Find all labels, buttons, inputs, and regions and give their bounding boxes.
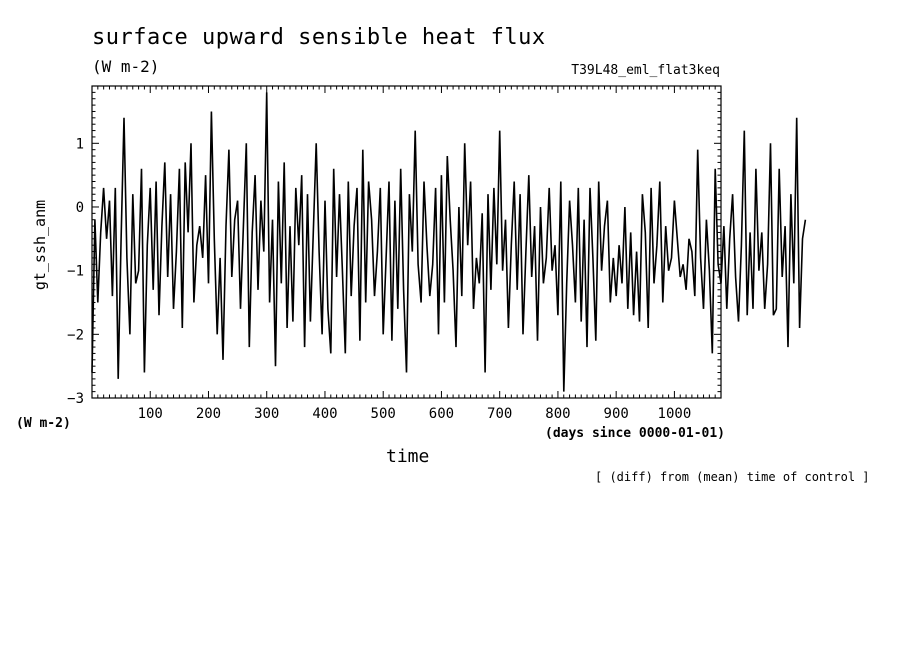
- x-units-label: (days since 0000-01-01): [545, 426, 726, 441]
- y-tick-label: −3: [67, 391, 84, 407]
- x-tick-label: 300: [254, 406, 279, 422]
- x-tick-label: 1000: [658, 406, 692, 422]
- y-tick-label: 1: [76, 136, 84, 152]
- chart-units: (W m-2): [92, 57, 160, 76]
- series-line: [91, 92, 807, 392]
- y-tick-label: 0: [76, 200, 84, 216]
- x-tick-label: 600: [429, 406, 454, 422]
- y-tick-label: −2: [67, 327, 84, 343]
- x-tick-label: 500: [371, 406, 396, 422]
- chart-title: surface upward sensible heat flux: [92, 25, 546, 50]
- x-tick-label: 700: [487, 406, 512, 422]
- y-units-label: (W m-2): [16, 416, 71, 431]
- x-tick-label: 100: [138, 406, 163, 422]
- x-tick-label: 900: [604, 406, 629, 422]
- diff-note: [ (diff) from (mean) time of control ]: [595, 470, 870, 484]
- x-tick-label: 400: [312, 406, 337, 422]
- x-tick-label: 800: [545, 406, 570, 422]
- x-axis-label: time: [386, 446, 430, 467]
- run-id-label: T39L48_eml_flat3keq: [571, 63, 720, 78]
- y-tick-label: −1: [67, 264, 84, 280]
- x-tick-label: 200: [196, 406, 221, 422]
